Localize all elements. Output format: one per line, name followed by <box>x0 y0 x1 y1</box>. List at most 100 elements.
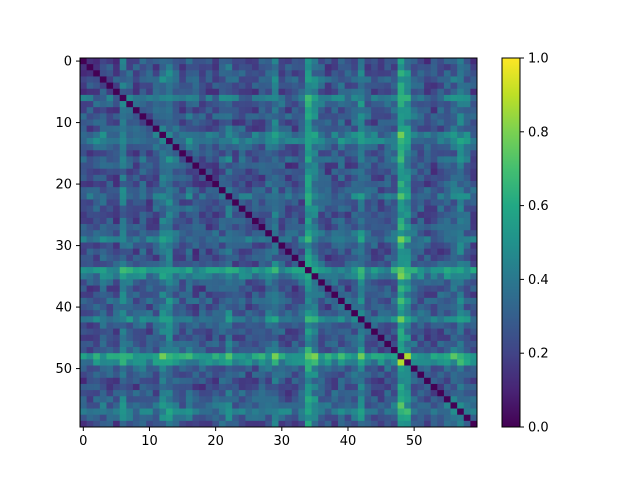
heatmap-cell <box>357 168 365 176</box>
heatmap-cell <box>99 119 107 127</box>
heatmap-cell <box>457 70 465 77</box>
heatmap-cell <box>437 310 445 317</box>
heatmap-cell <box>205 279 213 286</box>
heatmap-cell <box>271 205 279 213</box>
heatmap-cell <box>146 236 154 243</box>
heatmap-cell <box>437 408 445 416</box>
heatmap-cell <box>166 174 174 182</box>
heatmap-cell <box>265 230 273 237</box>
heatmap-cell <box>450 260 458 268</box>
heatmap-cell <box>338 328 346 336</box>
heatmap-cell <box>185 291 193 299</box>
heatmap-cell <box>364 390 372 397</box>
heatmap-cell <box>318 113 326 120</box>
heatmap-cell <box>166 420 174 428</box>
colorbar-tick-label: 0.0 <box>528 421 549 436</box>
heatmap-cell <box>199 340 207 348</box>
heatmap-cell <box>106 125 114 133</box>
heatmap-cell <box>146 70 154 77</box>
heatmap-cell <box>265 396 273 403</box>
heatmap-cell <box>199 217 207 225</box>
heatmap-cell <box>278 168 286 176</box>
heatmap-cell <box>166 242 174 250</box>
heatmap-cell <box>357 162 365 170</box>
heatmap-cell <box>417 297 425 305</box>
heatmap-cell <box>437 107 445 114</box>
heatmap-cell <box>437 254 445 262</box>
heatmap-cell <box>179 365 187 373</box>
heatmap-cell <box>417 402 425 409</box>
heatmap-cell <box>192 383 200 391</box>
heatmap-cell <box>417 322 425 329</box>
heatmap-cell <box>93 297 101 305</box>
heatmap-cell <box>344 316 352 323</box>
heatmap-cell <box>450 248 458 256</box>
heatmap-cell <box>212 322 220 329</box>
heatmap-cell <box>159 187 167 194</box>
heatmap-cell <box>252 273 260 280</box>
heatmap-cell <box>285 254 293 262</box>
heatmap-cell <box>192 310 200 317</box>
heatmap-cell <box>410 58 418 65</box>
heatmap-cell <box>311 144 319 151</box>
heatmap-cell <box>291 168 299 176</box>
heatmap-cell <box>225 58 233 65</box>
heatmap-cell <box>192 131 200 139</box>
heatmap-cell <box>185 137 193 145</box>
heatmap-cell <box>430 230 438 237</box>
heatmap-cell <box>470 254 478 262</box>
heatmap-cell <box>351 58 359 65</box>
heatmap-cell <box>139 144 147 151</box>
heatmap-cell <box>351 193 359 200</box>
heatmap-cell <box>113 334 121 342</box>
heatmap-cell <box>298 322 306 329</box>
heatmap-cell <box>324 390 332 397</box>
heatmap-cell <box>410 113 418 120</box>
heatmap-cell <box>238 316 246 323</box>
heatmap-cell <box>424 267 432 274</box>
heatmap-cell <box>298 107 306 114</box>
heatmap-cell <box>271 236 279 243</box>
heatmap-cell <box>159 260 167 268</box>
heatmap-cell <box>119 297 127 305</box>
heatmap-cell <box>93 168 101 176</box>
heatmap-cell <box>80 340 88 348</box>
heatmap-cell <box>252 156 260 163</box>
heatmap-cell <box>238 279 246 286</box>
heatmap-cell <box>199 137 207 145</box>
heatmap-cell <box>410 187 418 194</box>
heatmap-cell <box>86 334 94 342</box>
heatmap-cell <box>390 390 398 397</box>
heatmap-cell <box>450 70 458 77</box>
heatmap-cell <box>232 119 240 127</box>
heatmap-cell <box>344 371 352 379</box>
heatmap-cell <box>245 396 253 403</box>
heatmap-cell <box>390 267 398 274</box>
heatmap-cell <box>106 224 114 231</box>
heatmap-cell <box>86 260 94 268</box>
heatmap-cell <box>238 211 246 219</box>
heatmap-cell <box>324 150 332 157</box>
heatmap-cell <box>252 248 260 256</box>
heatmap-cell <box>271 76 279 83</box>
heatmap-cell <box>106 316 114 323</box>
heatmap-cell <box>146 322 154 329</box>
heatmap-cell <box>192 304 200 311</box>
heatmap-cell <box>364 310 372 317</box>
heatmap-cell <box>404 316 412 323</box>
heatmap-cell <box>417 371 425 379</box>
heatmap-cell <box>298 383 306 391</box>
heatmap-cell <box>192 64 200 71</box>
heatmap-cell <box>185 402 193 409</box>
heatmap-cell <box>80 101 88 108</box>
heatmap-cell <box>351 390 359 397</box>
heatmap-cell <box>371 383 379 391</box>
heatmap-cell <box>364 279 372 286</box>
heatmap-cell <box>238 70 246 77</box>
heatmap-cell <box>404 101 412 108</box>
heatmap-cell <box>113 205 121 213</box>
heatmap-cell <box>344 328 352 336</box>
heatmap-cell <box>212 353 220 360</box>
heatmap-cell <box>298 144 306 151</box>
heatmap-cell <box>417 82 425 90</box>
